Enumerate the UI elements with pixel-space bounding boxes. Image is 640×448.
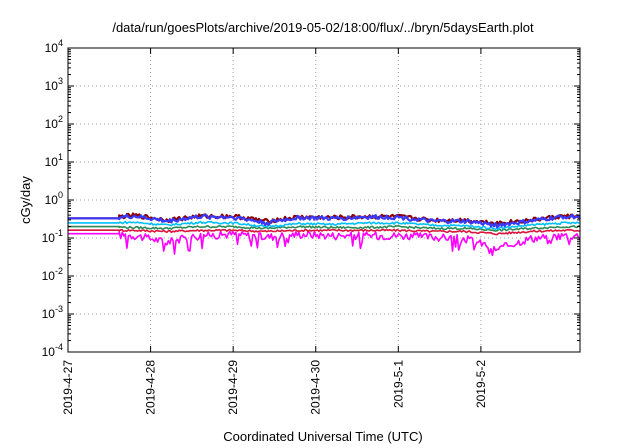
series-line [68, 220, 581, 231]
y-tick-label: 104 [45, 38, 63, 55]
y-tick-label: 10-4 [42, 342, 63, 359]
series-line [68, 230, 581, 257]
x-tick-label: 2019-4-30 [309, 360, 323, 415]
chart-title: /data/run/goesPlots/archive/2019-05-02/1… [112, 20, 534, 35]
series-line [68, 213, 581, 229]
y-tick-label: 10-1 [42, 228, 63, 245]
y-tick-label: 10-2 [42, 266, 63, 283]
x-tick-label: 2019-4-28 [144, 360, 158, 415]
x-tick-label: 2019-4-29 [226, 360, 240, 415]
y-tick-label: 100 [45, 190, 63, 207]
y-tick-label: 102 [45, 114, 63, 131]
y-axis-title: cGy/day [18, 176, 33, 224]
x-tick-label: 2019-5-1 [391, 360, 405, 408]
x-tick-label: 2019-5-2 [474, 360, 488, 408]
series-line [68, 225, 580, 232]
series-line [68, 228, 581, 236]
y-tick-label: 101 [45, 152, 63, 169]
y-tick-label: 103 [45, 76, 63, 93]
series-group [68, 212, 581, 257]
x-axis-title: Coordinated Universal Time (UTC) [223, 429, 422, 444]
x-tick-label: 2019-4-27 [61, 360, 75, 415]
ticks: 10-4 10-3 10-2 10-1 100 101 102 103 104 2019-4-27… [42, 38, 580, 415]
y-tick-label: 10-3 [42, 304, 63, 321]
